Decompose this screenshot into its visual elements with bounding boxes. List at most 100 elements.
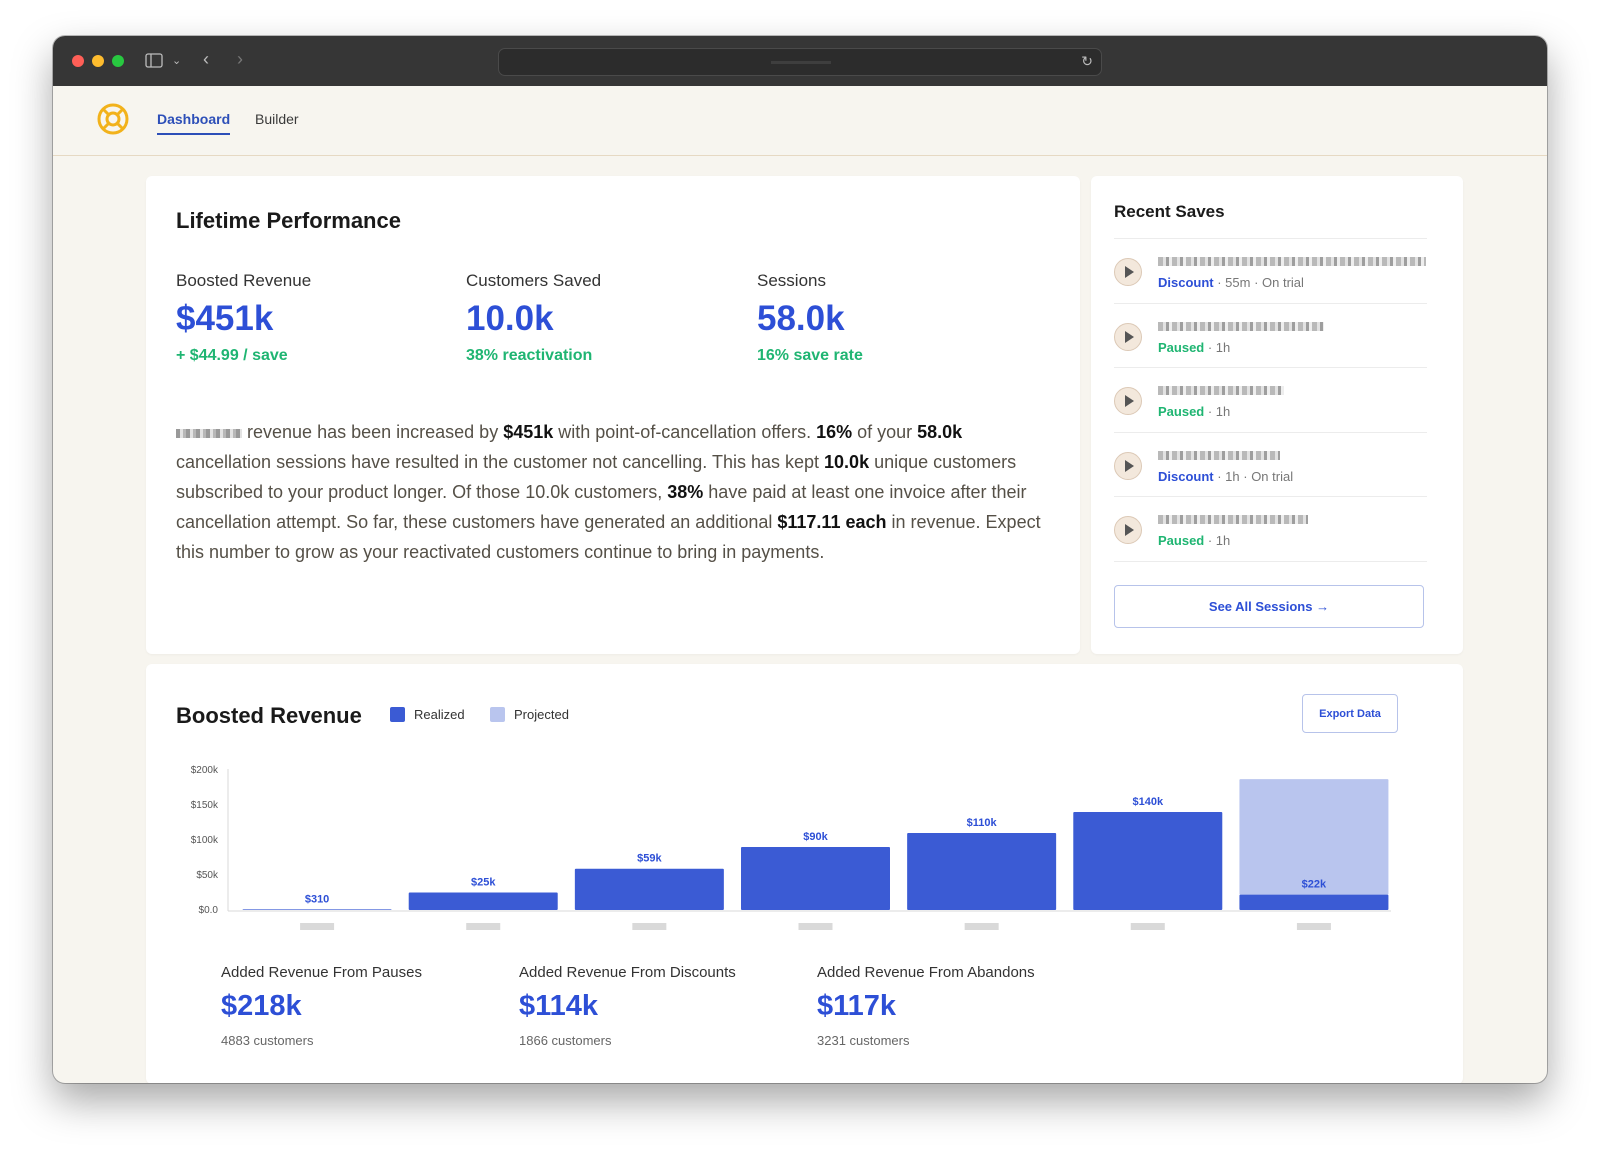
chevron-down-icon[interactable]: ⌄ <box>172 55 182 67</box>
stat-label: Sessions <box>757 271 826 290</box>
legend-projected: Projected <box>490 707 569 722</box>
lifetime-performance-card: Lifetime Performance Boosted Revenue $45… <box>146 176 1080 654</box>
bar-realized <box>574 868 724 910</box>
x-tick-label-redacted <box>632 923 667 930</box>
bar-value-label: $310 <box>305 893 329 905</box>
lifetime-performance-title: Lifetime Performance <box>176 208 401 233</box>
browser-window: ⌄ ‹ › ↻ Dashboard Builder Lifetime Perfo… <box>53 36 1547 1083</box>
recent-saves-title: Recent Saves <box>1114 202 1225 221</box>
export-data-button[interactable]: Export Data <box>1302 694 1398 733</box>
bar-value-label: $22k <box>1302 879 1327 891</box>
address-bar[interactable]: ↻ <box>498 48 1102 76</box>
play-icon[interactable] <box>1114 452 1142 480</box>
x-tick-label-redacted <box>466 923 501 930</box>
see-all-sessions-button[interactable]: See All Sessions → <box>1114 585 1424 628</box>
minimize-window-button[interactable] <box>92 55 104 67</box>
redacted-company-name <box>176 428 242 438</box>
x-tick-label-redacted <box>1130 923 1165 930</box>
summary-label: Added Revenue From Pauses <box>221 964 422 981</box>
tab-builder[interactable]: Builder <box>255 111 299 127</box>
boosted-revenue-chart: $0.0 $50k $100k $150k $200k $310 $25k $59k $90k $… <box>191 765 1391 930</box>
redacted-customer <box>1158 386 1284 395</box>
x-tick-label-redacted <box>300 923 335 930</box>
save-meta: Paused · 1h <box>1158 340 1231 355</box>
summary-value: $218k <box>221 990 302 1022</box>
url-text <box>771 61 831 64</box>
save-meta: Discount · 55m · On trial <box>1158 275 1304 290</box>
list-item[interactable]: Paused · 1h <box>1114 303 1427 368</box>
x-tick-label-redacted <box>798 923 833 930</box>
sidebar-toggle-icon[interactable] <box>145 53 163 68</box>
bar-value-label: $25k <box>471 877 496 889</box>
redacted-customer <box>1158 322 1324 331</box>
back-icon[interactable]: ‹ <box>203 49 209 69</box>
redacted-customer <box>1158 515 1308 524</box>
list-item[interactable]: Paused · 1h <box>1114 496 1427 562</box>
stat-value: 58.0k <box>757 299 845 338</box>
legend-swatch <box>490 707 505 722</box>
y-tick-label: $150k <box>191 800 219 811</box>
boosted-revenue-title: Boosted Revenue <box>176 703 362 728</box>
list-item[interactable]: Paused · 1h <box>1114 367 1427 432</box>
legend-swatch <box>390 707 405 722</box>
summary-value: $117k <box>817 990 897 1022</box>
play-icon[interactable] <box>1114 258 1142 286</box>
stat-customers-saved: Customers Saved 10.0k 38% reactivation <box>466 271 601 365</box>
bar-value-label: $140k <box>1132 796 1163 808</box>
close-window-button[interactable] <box>72 55 84 67</box>
stat-label: Customers Saved <box>466 271 602 290</box>
stat-label: Boosted Revenue <box>176 271 312 290</box>
forward-icon[interactable]: › <box>237 49 243 69</box>
summary-discounts: Added Revenue From Discounts $114k 1866 … <box>519 964 736 1048</box>
bar-value-label: $59k <box>637 853 662 865</box>
stat-sub: + $44.99 / save <box>176 347 288 364</box>
recent-saves-card: Recent Saves Discount · 55m · On trial P… <box>1091 176 1463 654</box>
bar-realized <box>907 833 1057 910</box>
bar-value-label: $110k <box>967 817 998 829</box>
summary-value: $114k <box>519 990 599 1022</box>
summary-sub: 1866 customers <box>519 1033 612 1048</box>
stat-value: 10.0k <box>466 299 554 338</box>
summary-label: Added Revenue From Discounts <box>519 964 736 981</box>
stat-value: $451k <box>176 299 274 338</box>
redacted-customer <box>1158 257 1426 266</box>
summary-abandons: Added Revenue From Abandons $117k 3231 c… <box>817 964 1035 1048</box>
bar-realized <box>741 847 890 910</box>
play-icon[interactable] <box>1114 323 1142 351</box>
summary-sub: 4883 customers <box>221 1033 314 1048</box>
play-icon[interactable] <box>1114 516 1142 544</box>
play-icon[interactable] <box>1114 387 1142 415</box>
save-meta: Paused · 1h <box>1158 404 1231 419</box>
bar-realized <box>1239 894 1389 910</box>
redacted-customer <box>1158 451 1280 460</box>
summary-sub: 3231 customers <box>817 1033 910 1048</box>
stat-boosted-revenue: Boosted Revenue $451k + $44.99 / save <box>176 271 311 365</box>
browser-titlebar: ⌄ ‹ › ↻ <box>53 36 1547 86</box>
legend-realized: Realized <box>390 707 465 722</box>
boosted-revenue-card: Boosted Revenue Realized Projected Expor… <box>146 664 1463 1083</box>
list-item[interactable]: Discount · 1h · On trial <box>1114 432 1427 497</box>
summary-pauses: Added Revenue From Pauses $218k 4883 cus… <box>221 964 422 1048</box>
performance-summary-text: revenue has been increased by $451k with… <box>176 422 1041 562</box>
app-nav: Dashboard Builder <box>53 86 1547 156</box>
save-meta: Paused · 1h <box>1158 533 1231 548</box>
logo-icon[interactable] <box>97 103 129 135</box>
maximize-window-button[interactable] <box>112 55 124 67</box>
summary-label: Added Revenue From Abandons <box>817 964 1035 981</box>
x-tick-label-redacted <box>1296 923 1331 930</box>
bar-projected <box>1239 779 1389 895</box>
bar-realized <box>1073 812 1223 910</box>
x-tick-label-redacted <box>964 923 999 930</box>
bar-realized <box>408 892 558 910</box>
stat-sessions: Sessions 58.0k 16% save rate <box>757 271 863 365</box>
bar-realized <box>242 909 392 910</box>
tab-dashboard[interactable]: Dashboard <box>157 111 231 135</box>
stat-sub: 16% save rate <box>757 347 863 364</box>
bar-value-label: $90k <box>803 831 828 843</box>
y-tick-label: $0.0 <box>199 905 219 916</box>
reload-icon[interactable]: ↻ <box>1081 53 1093 69</box>
y-tick-label: $50k <box>196 870 219 881</box>
stat-sub: 38% reactivation <box>466 347 593 364</box>
list-item[interactable]: Discount · 55m · On trial <box>1114 238 1427 303</box>
y-tick-label: $200k <box>191 765 219 776</box>
